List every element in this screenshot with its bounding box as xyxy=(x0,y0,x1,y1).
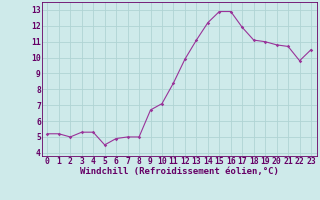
X-axis label: Windchill (Refroidissement éolien,°C): Windchill (Refroidissement éolien,°C) xyxy=(80,167,279,176)
